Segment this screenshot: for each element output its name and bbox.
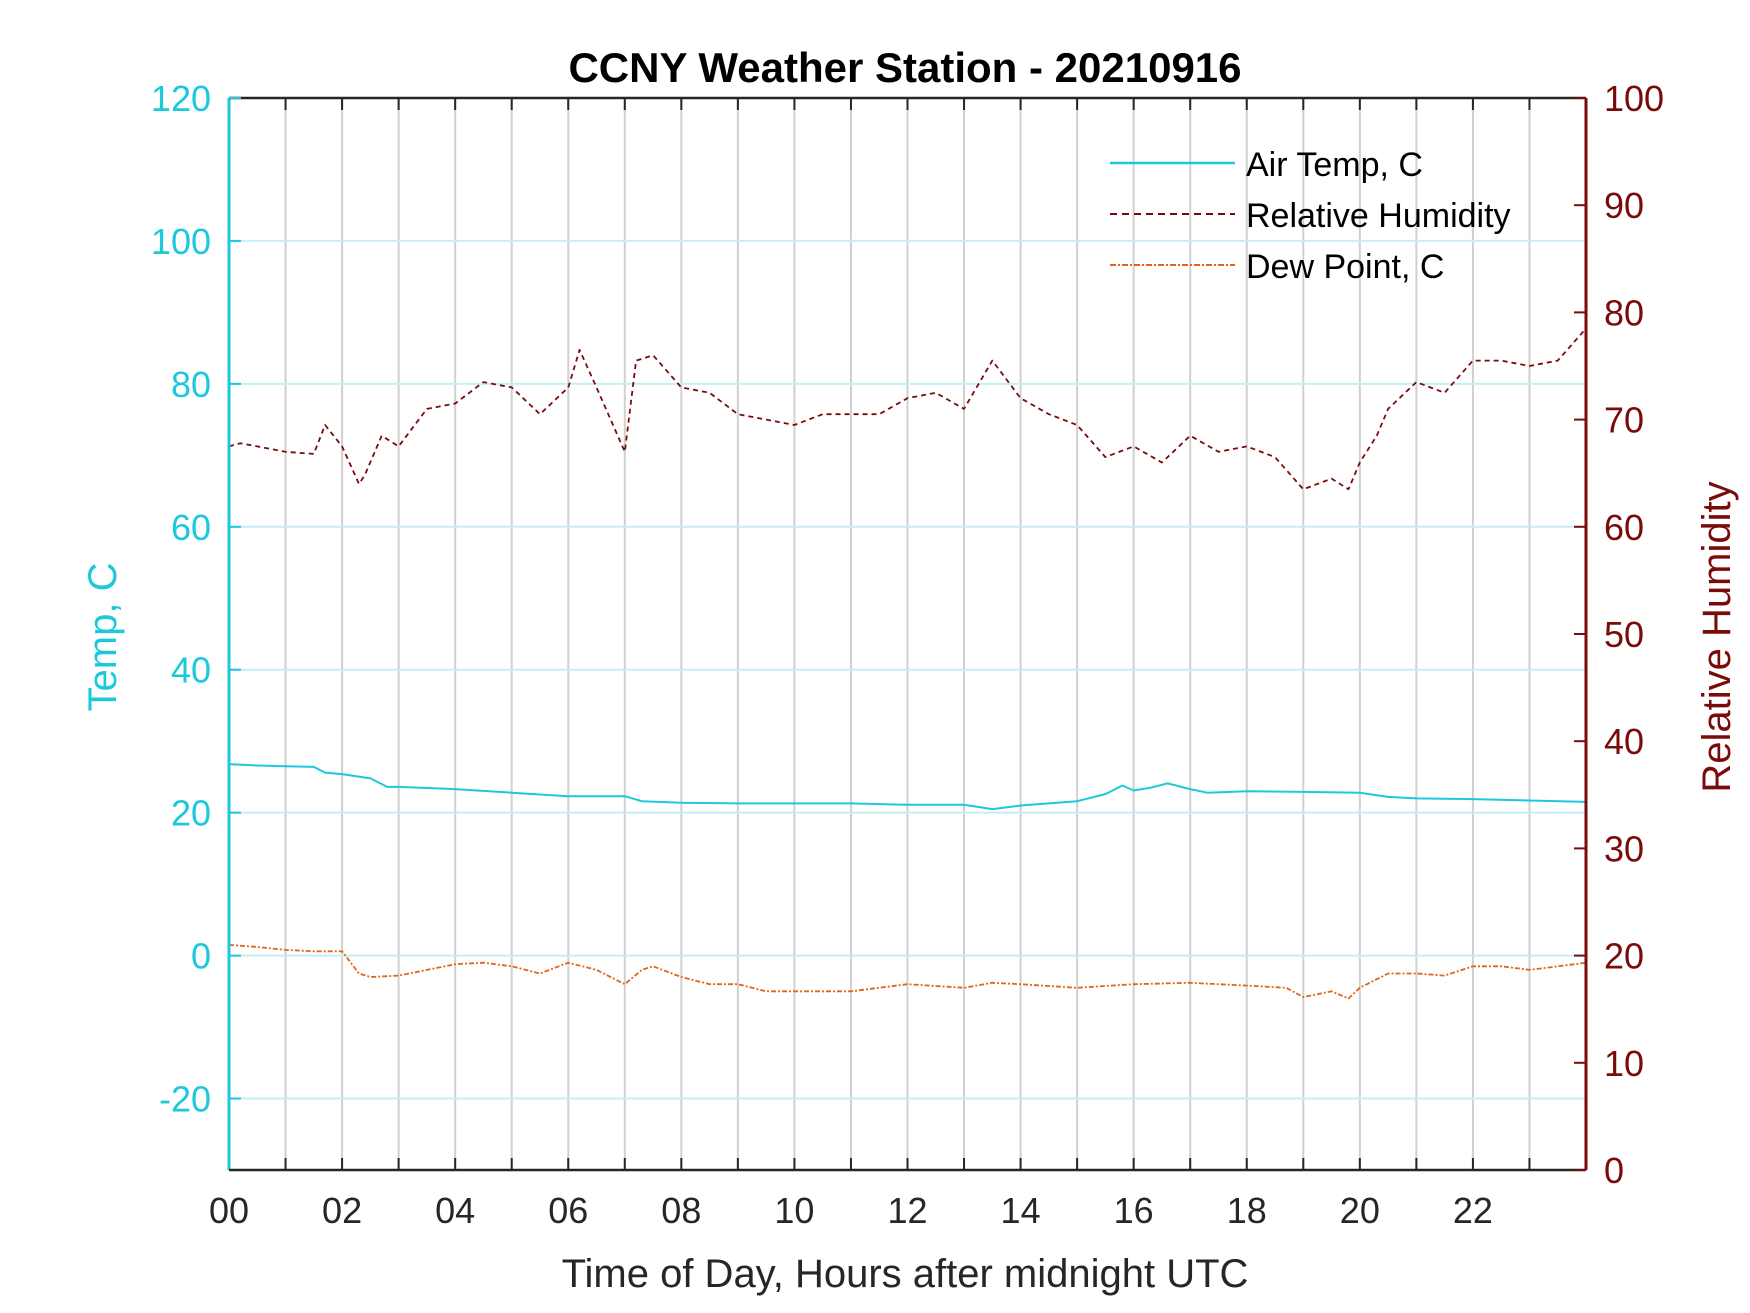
x-tick-label: 20	[1340, 1190, 1380, 1231]
y-left-tick-label: 40	[171, 650, 211, 691]
series-line-air-temp	[228, 763, 1587, 811]
legend-label-dew-point: Dew Point, C	[1246, 248, 1444, 286]
x-tick-label: 14	[1001, 1190, 1041, 1231]
y-right-tick-label: 0	[1604, 1150, 1624, 1191]
y-right-tick-label: 20	[1604, 936, 1644, 977]
legend: Air Temp, C Relative Humidity Dew Point,…	[1110, 146, 1511, 286]
y-right-tick-label: 40	[1604, 721, 1644, 762]
x-tick-label: 16	[1114, 1190, 1154, 1231]
x-tick-label: 06	[548, 1190, 588, 1231]
series-line-dew-point	[228, 944, 1587, 1000]
x-tick-label: 22	[1453, 1190, 1493, 1231]
x-tick-label: 10	[774, 1190, 814, 1231]
x-tick-label: 12	[887, 1190, 927, 1231]
x-tick-label: 04	[435, 1190, 475, 1231]
y-right-tick-label: 10	[1604, 1043, 1644, 1084]
x-tick-label: 00	[209, 1190, 249, 1231]
x-axis-label: Time of Day, Hours after midnight UTC	[562, 1252, 1249, 1296]
y-left-tick-label: -20	[159, 1079, 211, 1120]
x-tick-label: 08	[661, 1190, 701, 1231]
y-left-tick-label: 0	[191, 936, 211, 977]
y-left-tick-label: 80	[171, 364, 211, 405]
y-axis-right-label: Relative Humidity	[1695, 481, 1739, 792]
y-right-tick-label: 90	[1604, 185, 1644, 226]
series-line-relative-humidity	[228, 327, 1587, 491]
y-left-tick-label: 20	[171, 793, 211, 834]
legend-label-air-temp: Air Temp, C	[1246, 146, 1423, 184]
chart-title: CCNY Weather Station - 20210916	[568, 44, 1241, 91]
y-right-tick-label: 60	[1604, 507, 1644, 548]
y-right-tick-label: 30	[1604, 828, 1644, 869]
axes: 00 02 04 06 08 10 12 14 16 18 20 22-200204060801001…	[151, 78, 1664, 1231]
y-left-tick-label: 60	[171, 507, 211, 548]
y-right-tick-label: 50	[1604, 614, 1644, 655]
y-axis-left-label: Temp, C	[81, 563, 125, 712]
legend-label-relative-humidity: Relative Humidity	[1246, 197, 1511, 235]
x-tick-label: 02	[322, 1190, 362, 1231]
y-right-tick-label: 70	[1604, 400, 1644, 441]
y-right-tick-label: 100	[1604, 78, 1664, 119]
y-right-tick-label: 80	[1604, 292, 1644, 333]
y-left-tick-label: 120	[151, 78, 211, 119]
x-tick-label: 18	[1227, 1190, 1267, 1231]
y-left-tick-label: 100	[151, 221, 211, 262]
plot-area	[228, 327, 1587, 1000]
